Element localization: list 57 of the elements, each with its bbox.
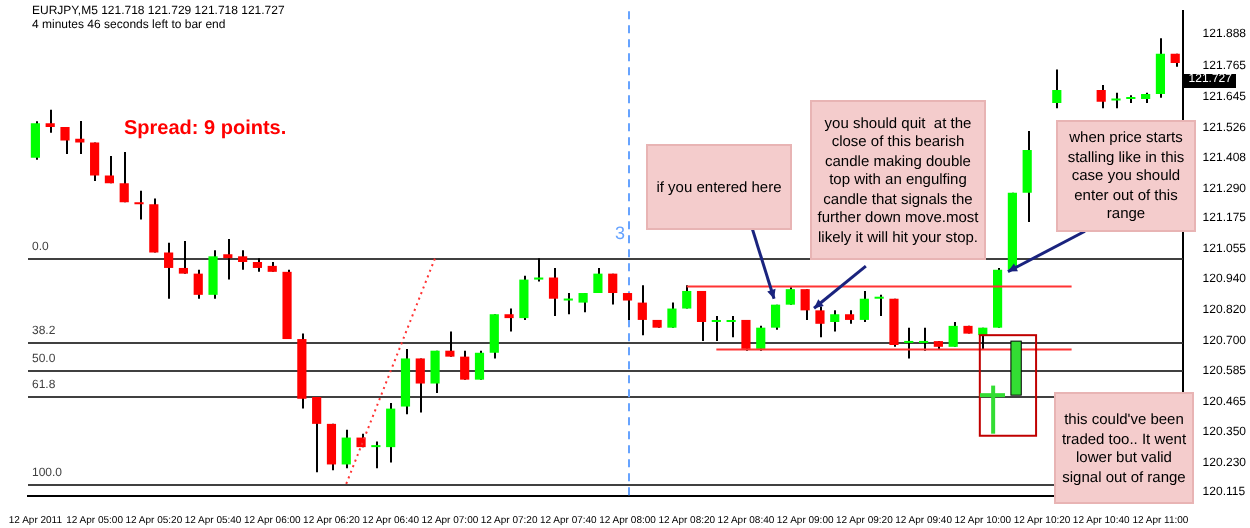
candlestick — [1052, 68, 1062, 110]
annotation: Spread: 9 points. — [124, 118, 287, 140]
candlestick — [312, 395, 322, 474]
candlestick — [1022, 129, 1032, 223]
candlestick — [918, 326, 929, 352]
candlestick — [563, 292, 573, 316]
candlestick — [134, 189, 144, 221]
candlestick — [756, 324, 766, 352]
candlestick — [534, 257, 544, 283]
candlestick — [682, 284, 692, 310]
candlestick — [326, 422, 337, 472]
candlestick — [415, 357, 425, 414]
candlestick — [386, 401, 396, 464]
candlestick — [859, 289, 869, 323]
candlestick — [696, 289, 707, 343]
candlestick — [238, 249, 248, 271]
candlestick — [119, 151, 129, 204]
candlestick — [90, 141, 100, 183]
candlestick — [164, 241, 174, 300]
candlestick — [948, 320, 958, 348]
candlestick — [770, 303, 781, 331]
candlestick — [548, 266, 559, 318]
candlestick — [208, 249, 218, 300]
candlestick — [445, 330, 455, 358]
candlestick — [178, 240, 189, 275]
candlestick — [104, 154, 115, 185]
candlestick — [874, 293, 884, 318]
candlestick — [489, 313, 499, 360]
candlestick — [60, 126, 70, 155]
candlestick — [593, 266, 603, 295]
candlestick — [519, 274, 529, 321]
candlestick — [637, 284, 647, 337]
candlestick — [711, 315, 721, 343]
candlestick — [371, 440, 381, 470]
candlestick — [45, 108, 55, 134]
candlestick — [341, 428, 351, 470]
candlestick — [30, 120, 40, 161]
candlestick — [578, 292, 588, 314]
candlestick — [726, 315, 736, 339]
candlestick — [667, 301, 677, 329]
candlestick — [1096, 83, 1106, 110]
candlestick — [430, 349, 440, 395]
candlestick — [474, 349, 485, 381]
candlestick — [889, 297, 899, 348]
candlestick — [904, 326, 914, 360]
candlestick — [504, 307, 514, 333]
candlestick — [460, 349, 470, 381]
candlestick — [622, 292, 633, 321]
ref-line-label: 3 — [614, 223, 625, 244]
candlestick — [193, 268, 203, 300]
candlestick — [1155, 37, 1166, 99]
candlestick — [608, 272, 618, 306]
candlestick — [75, 120, 85, 155]
candlestick — [830, 309, 840, 333]
candlestick — [741, 318, 751, 352]
candlestick — [800, 288, 810, 321]
candlestick — [223, 237, 233, 281]
